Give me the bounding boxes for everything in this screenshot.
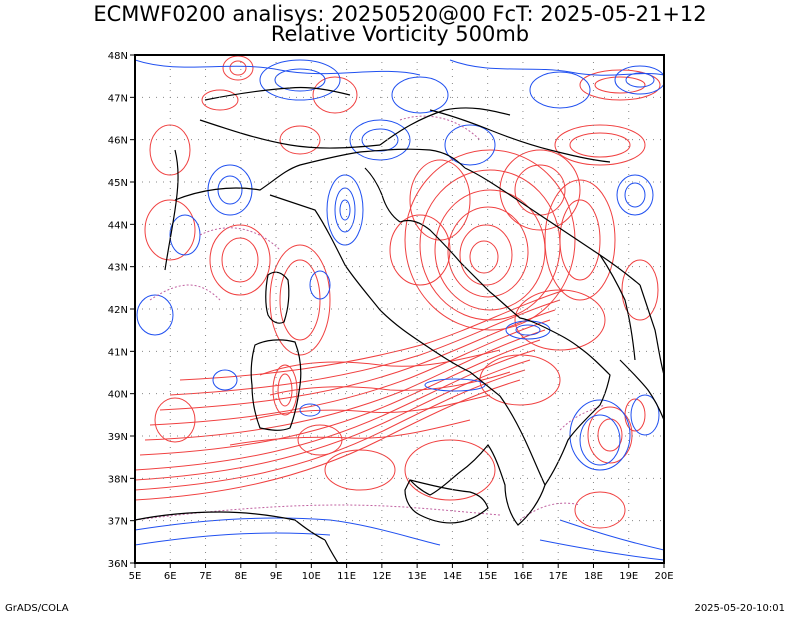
x-tick-label: 10E [302, 571, 321, 582]
x-tick-label: 6E [164, 571, 177, 582]
x-tick-label: 20E [654, 571, 673, 582]
graticule [135, 55, 664, 563]
x-tick-label: 16E [513, 571, 532, 582]
x-tick-label: 11E [337, 571, 356, 582]
y-tick-label: 39N [108, 432, 128, 443]
x-tick-label: 13E [408, 571, 427, 582]
y-tick-label: 48N [108, 51, 128, 62]
y-tick-label: 38N [108, 474, 128, 485]
x-tick-label: 8E [234, 571, 247, 582]
y-tick-label: 41N [108, 347, 128, 358]
x-tick-label: 15E [478, 571, 497, 582]
x-tick-label: 5E [129, 571, 142, 582]
map-title: ECMWF0200 analisys: 20250520@00 FcT: 202… [93, 2, 707, 26]
y-tick-label: 36N [108, 559, 128, 570]
timestamp-label: 2025-05-20-10:01 [694, 603, 785, 614]
y-tick-label: 44N [108, 220, 128, 231]
zero-vorticity-contours [135, 115, 606, 521]
y-tick-label: 40N [108, 390, 128, 401]
software-label: GrADS/COLA [5, 603, 69, 614]
y-tick-label: 43N [108, 263, 128, 274]
x-tick-label: 17E [549, 571, 568, 582]
y-tick-label: 47N [108, 93, 128, 104]
positive-vorticity-contours [135, 55, 661, 529]
axis-ticks: 5E 6E 7E 8E 9E 10E 11E 12E 13E 14E 15E 16E 17E 18E 19E… [108, 51, 674, 582]
negative-vorticity-contours [135, 59, 664, 561]
x-tick-label: 9E [270, 571, 283, 582]
vorticity-map: 5E 6E 7E 8E 9E 10E 11E 12E 13E 14E 15E 16E 17E 18E 19E… [108, 51, 674, 582]
y-tick-label: 46N [108, 136, 128, 147]
y-tick-label: 42N [108, 305, 128, 316]
map-subtitle: Relative Vorticity 500mb [270, 22, 530, 46]
x-tick-label: 18E [584, 571, 603, 582]
x-tick-label: 14E [443, 571, 462, 582]
y-tick-label: 37N [108, 517, 128, 528]
x-tick-label: 19E [619, 571, 638, 582]
x-tick-label: 7E [199, 571, 212, 582]
y-tick-label: 45N [108, 178, 128, 189]
map-background [135, 55, 664, 563]
country-borders [135, 86, 664, 563]
x-tick-label: 12E [372, 571, 391, 582]
